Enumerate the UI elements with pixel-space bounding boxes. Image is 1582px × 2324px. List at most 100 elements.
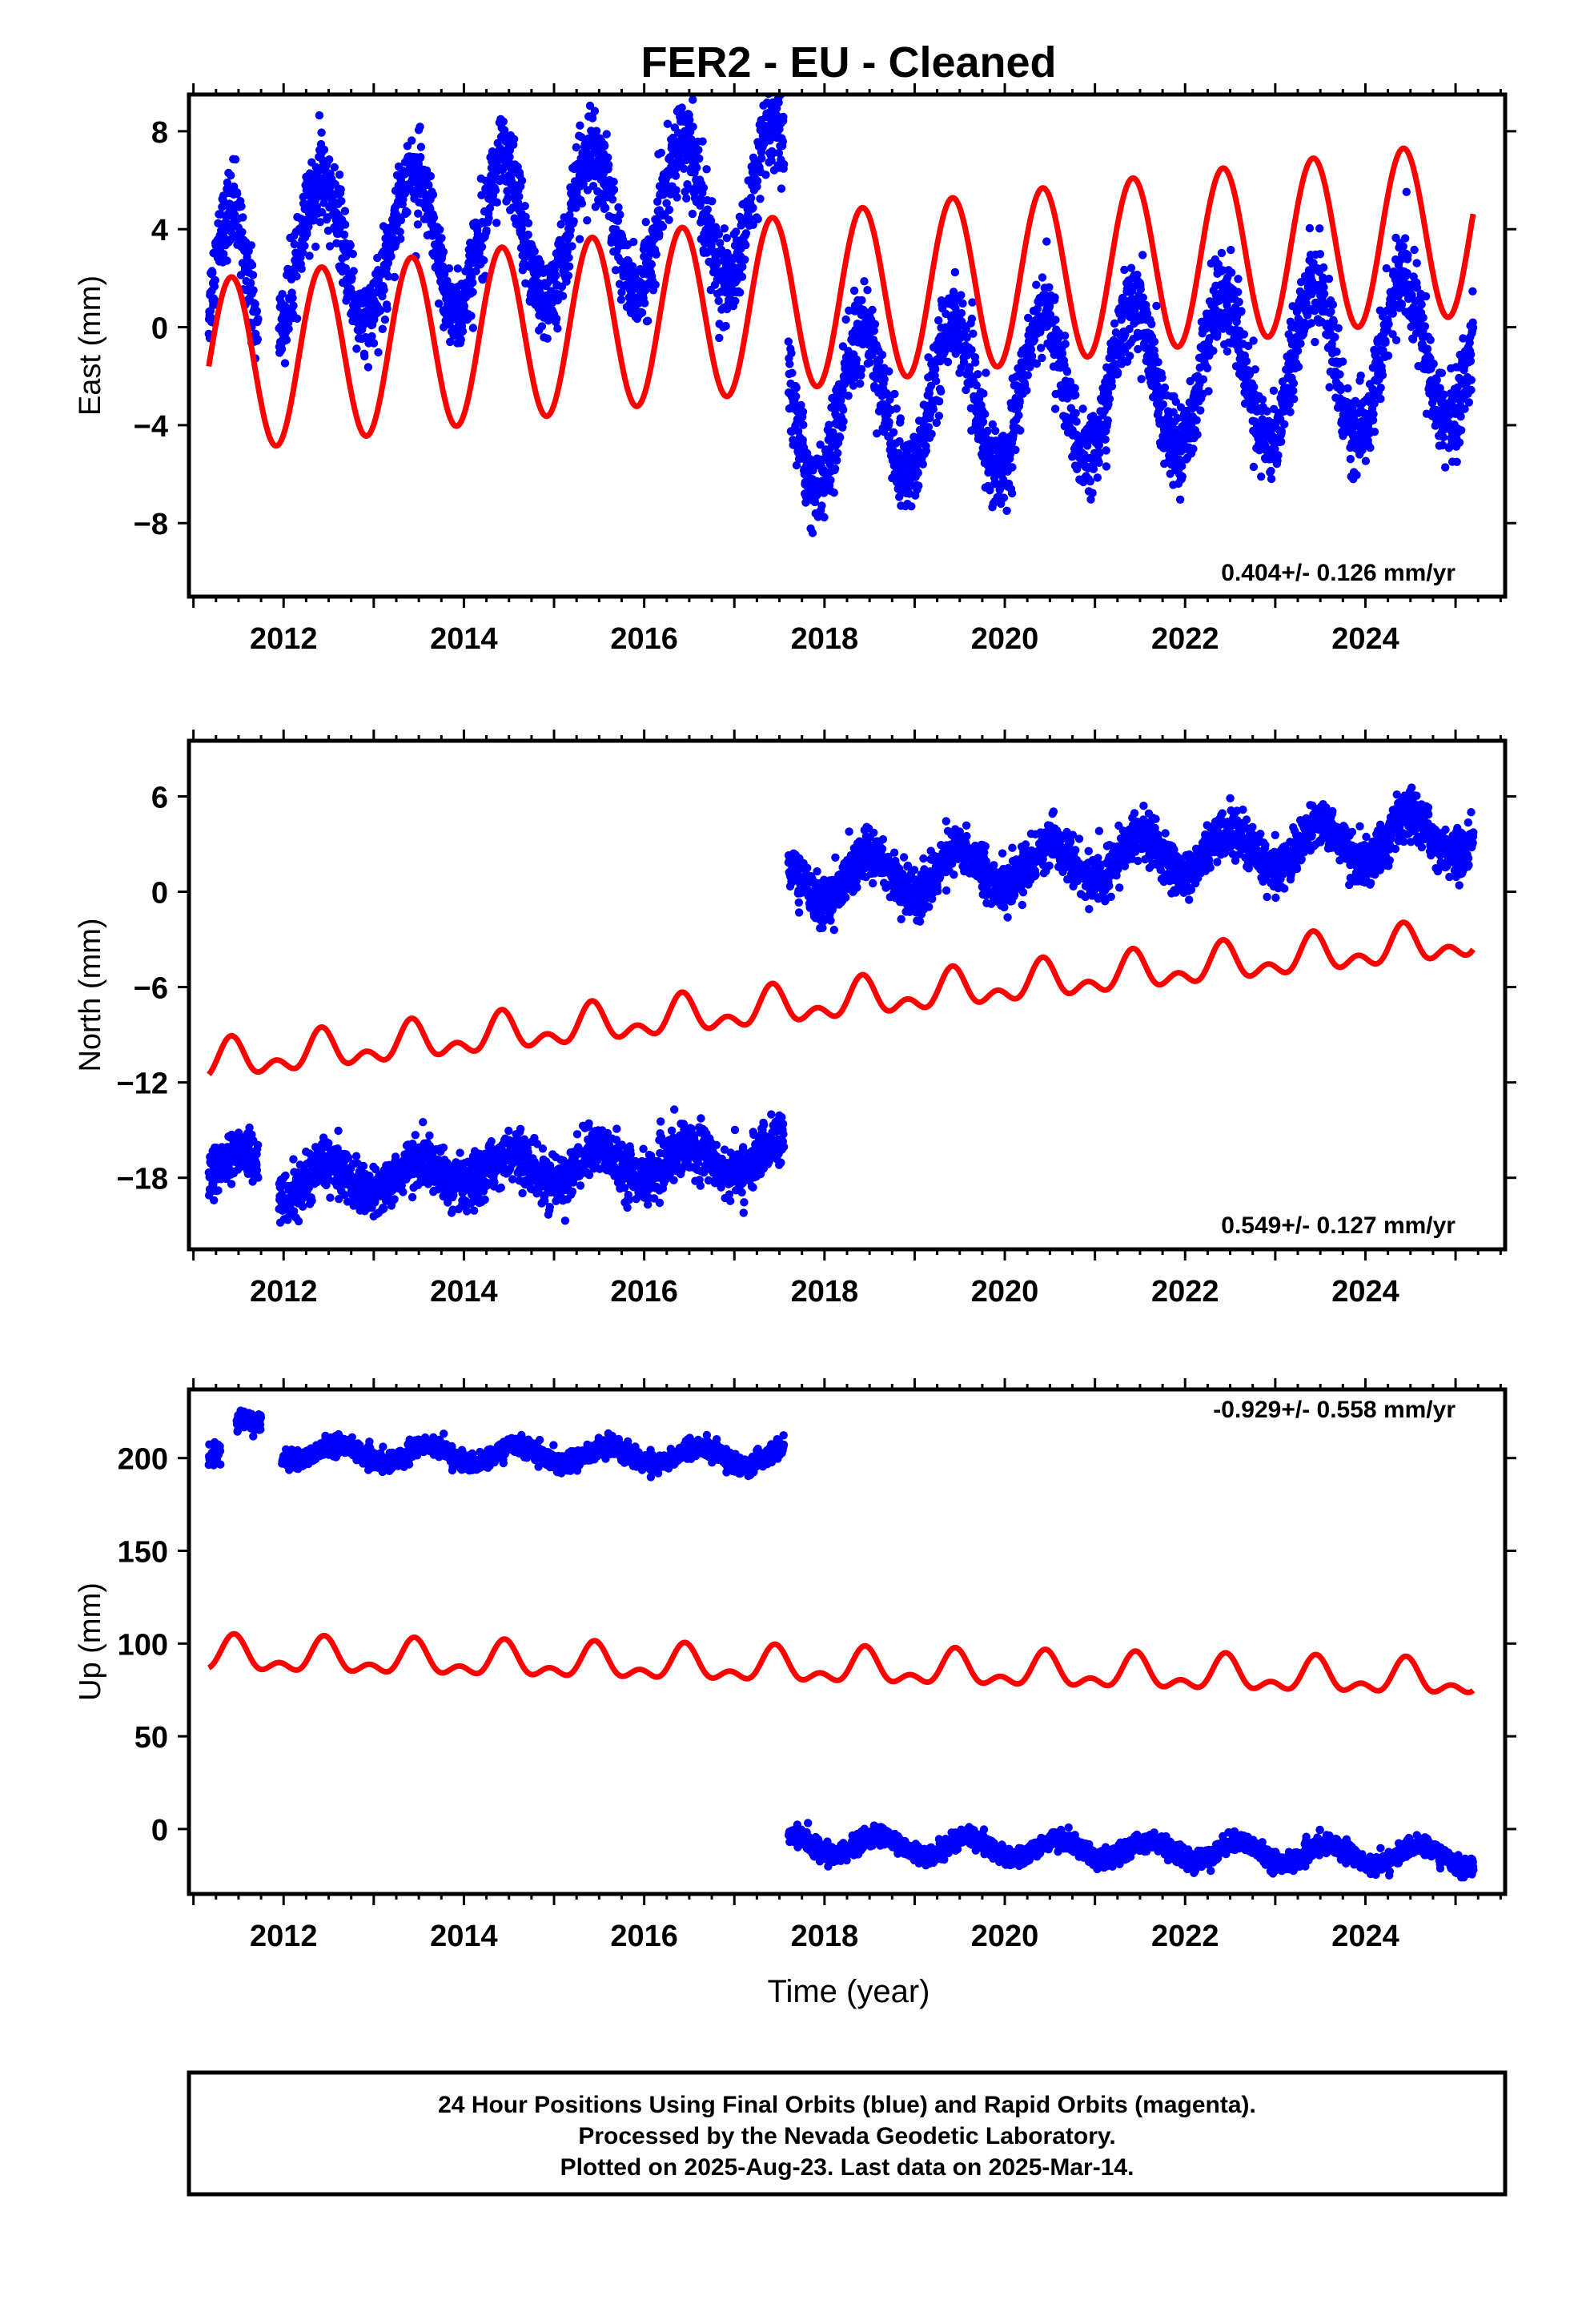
data-point bbox=[1113, 368, 1122, 377]
data-point bbox=[565, 262, 574, 271]
data-point bbox=[1356, 371, 1365, 380]
data-point bbox=[254, 315, 263, 324]
data-point bbox=[1439, 432, 1448, 442]
data-point bbox=[779, 112, 788, 122]
data-point bbox=[1403, 251, 1412, 259]
data-point bbox=[932, 376, 941, 385]
data-point bbox=[817, 501, 826, 510]
data-point bbox=[367, 332, 376, 341]
data-point bbox=[416, 153, 425, 162]
data-point bbox=[600, 142, 609, 151]
data-point bbox=[1016, 426, 1025, 435]
data-point bbox=[695, 154, 704, 163]
data-point bbox=[1401, 234, 1410, 243]
data-point bbox=[1086, 477, 1095, 486]
data-point bbox=[352, 344, 361, 353]
data-point bbox=[337, 196, 346, 206]
data-point bbox=[1050, 293, 1059, 302]
data-point bbox=[1061, 340, 1070, 348]
data-point bbox=[428, 191, 438, 199]
data-point bbox=[1136, 285, 1145, 294]
data-point bbox=[673, 193, 681, 202]
data-point bbox=[1315, 224, 1324, 233]
data-point bbox=[857, 296, 866, 305]
data-point bbox=[340, 207, 350, 215]
data-point bbox=[524, 230, 532, 239]
data-point bbox=[319, 145, 329, 155]
data-point bbox=[616, 296, 626, 304]
data-point bbox=[294, 1216, 303, 1226]
data-point bbox=[791, 392, 801, 401]
data-point bbox=[1399, 242, 1408, 251]
data-point bbox=[958, 299, 967, 308]
data-point bbox=[1234, 275, 1243, 283]
data-point bbox=[363, 363, 373, 372]
data-point bbox=[857, 364, 866, 374]
data-point bbox=[311, 242, 320, 251]
data-point bbox=[1227, 245, 1235, 255]
data-point bbox=[1339, 357, 1347, 366]
data-point bbox=[453, 264, 462, 273]
data-point bbox=[1277, 427, 1287, 436]
data-point bbox=[787, 348, 796, 358]
data-point bbox=[239, 213, 247, 222]
data-point bbox=[1032, 280, 1041, 289]
data-point bbox=[1467, 350, 1476, 359]
data-point bbox=[375, 306, 385, 316]
data-point bbox=[833, 456, 841, 465]
data-point bbox=[753, 176, 762, 186]
data-point bbox=[722, 234, 731, 243]
data-point bbox=[468, 324, 478, 332]
data-point bbox=[839, 405, 848, 414]
data-point bbox=[1193, 430, 1202, 439]
data-point bbox=[756, 195, 765, 203]
data-point bbox=[1062, 368, 1072, 376]
data-point bbox=[424, 180, 433, 190]
data-point bbox=[799, 420, 808, 429]
data-point bbox=[1251, 365, 1260, 374]
data-point bbox=[1381, 338, 1390, 347]
data-point bbox=[1154, 358, 1162, 367]
data-point bbox=[1223, 347, 1232, 356]
data-point bbox=[312, 202, 321, 211]
data-point bbox=[1267, 474, 1276, 484]
data-point bbox=[238, 227, 247, 236]
data-point bbox=[468, 287, 477, 296]
data-point bbox=[429, 213, 439, 222]
data-point bbox=[1249, 336, 1258, 345]
data-point bbox=[324, 1139, 333, 1148]
data-point bbox=[1452, 457, 1461, 466]
data-point bbox=[836, 433, 845, 442]
data-point bbox=[731, 296, 740, 306]
data-point bbox=[553, 324, 562, 333]
data-point bbox=[572, 143, 580, 152]
data-point bbox=[297, 264, 306, 273]
data-point bbox=[1293, 347, 1303, 356]
data-point bbox=[1332, 348, 1341, 356]
data-point bbox=[927, 429, 936, 439]
data-point bbox=[383, 304, 391, 313]
data-point bbox=[292, 314, 302, 323]
data-point bbox=[1432, 376, 1441, 384]
data-point bbox=[231, 155, 240, 164]
data-point bbox=[1324, 275, 1334, 283]
data-point bbox=[303, 229, 311, 239]
data-point bbox=[721, 321, 730, 331]
data-point bbox=[1280, 420, 1289, 428]
data-point bbox=[746, 193, 756, 203]
data-point bbox=[785, 360, 794, 368]
data-point bbox=[590, 107, 600, 115]
data-point bbox=[868, 305, 877, 315]
data-point bbox=[967, 345, 976, 355]
data-point bbox=[604, 153, 612, 162]
data-point bbox=[1257, 472, 1266, 481]
data-point bbox=[467, 312, 476, 320]
data-point bbox=[644, 316, 652, 325]
data-point bbox=[1334, 324, 1343, 332]
data-point bbox=[602, 130, 611, 139]
data-point bbox=[1289, 379, 1299, 388]
data-point bbox=[971, 358, 980, 367]
data-point bbox=[788, 368, 797, 377]
data-point bbox=[1196, 406, 1205, 415]
y-tick-label: −4 bbox=[134, 410, 168, 444]
